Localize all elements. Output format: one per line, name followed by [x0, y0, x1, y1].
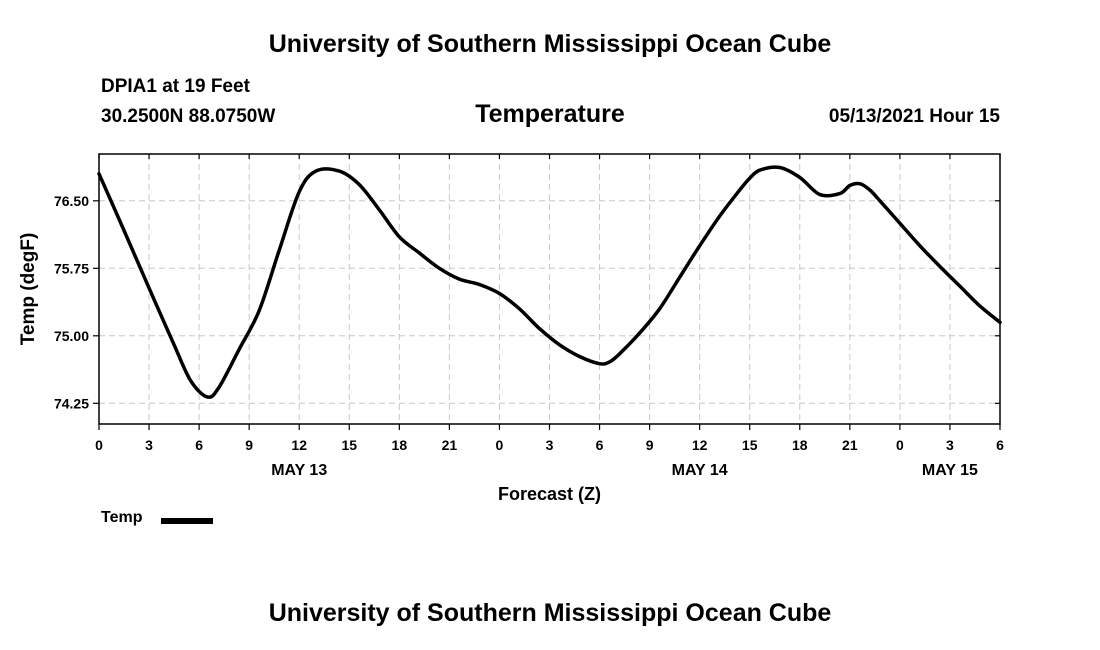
station-coordinates: 30.2500N 88.0750W	[101, 106, 276, 127]
x-tick-label: 3	[946, 437, 954, 453]
x-tick-label: 21	[442, 437, 458, 453]
x-tick-label: 12	[692, 437, 708, 453]
x-date-label: MAY 13	[271, 462, 327, 479]
x-tick-label: 6	[195, 437, 203, 453]
y-tick-label: 74.25	[54, 395, 89, 411]
x-tick-label: 0	[95, 437, 103, 453]
station-name: DPIA1 at 19 Feet	[101, 76, 250, 97]
x-tick-label: 6	[996, 437, 1004, 453]
x-tick-label: 0	[496, 437, 504, 453]
x-axis-title: Forecast (Z)	[498, 484, 601, 504]
x-tick-label: 9	[245, 437, 253, 453]
x-tick-label: 18	[392, 437, 408, 453]
forecast-run-time: 05/13/2021 Hour 15	[828, 106, 1000, 127]
x-tick-label: 15	[742, 437, 758, 453]
x-tick-label: 0	[896, 437, 904, 453]
x-tick-label: 3	[546, 437, 554, 453]
x-tick-label: 3	[145, 437, 153, 453]
y-tick-label: 75.00	[54, 328, 89, 344]
x-tick-label: 12	[291, 437, 307, 453]
y-tick-label: 76.50	[54, 193, 89, 209]
x-tick-label: 15	[341, 437, 357, 453]
x-date-label: MAY 15	[922, 462, 978, 479]
chart-footer-title: University of Southern Mississippi Ocean…	[268, 599, 832, 627]
chart-title: Temperature	[475, 100, 625, 128]
legend-label: Temp	[101, 509, 143, 526]
temp-series-line	[97, 165, 1002, 399]
x-date-label: MAY 14	[672, 462, 728, 479]
x-tick-label: 6	[596, 437, 604, 453]
x-tick-label: 21	[842, 437, 858, 453]
y-axis-title: Temp (degF)	[18, 233, 39, 346]
chart-header-title: University of Southern Mississippi Ocean…	[268, 30, 832, 58]
x-tick-label: 9	[646, 437, 654, 453]
x-tick-label: 18	[792, 437, 808, 453]
legend-line-swatch	[161, 518, 213, 524]
y-tick-label: 75.75	[54, 260, 89, 276]
